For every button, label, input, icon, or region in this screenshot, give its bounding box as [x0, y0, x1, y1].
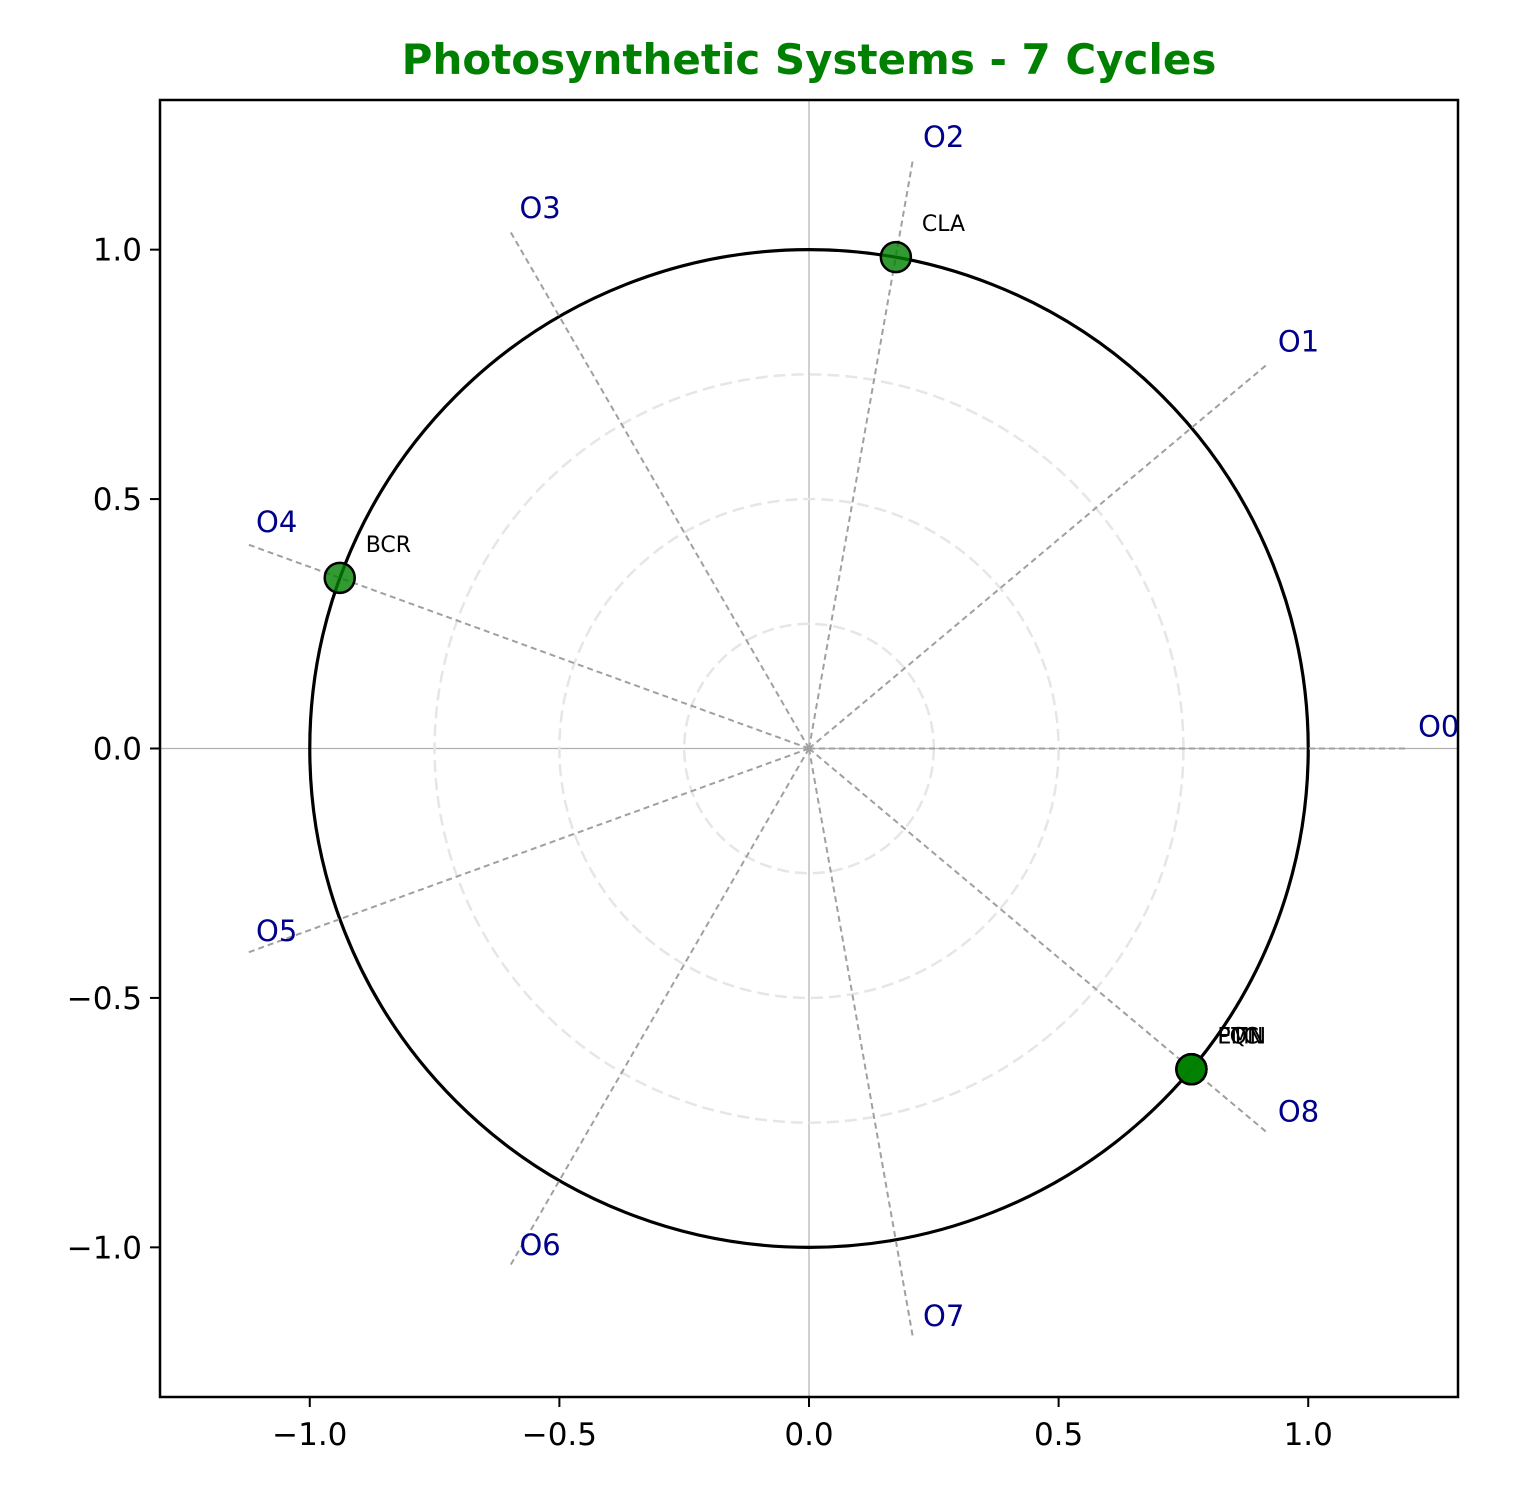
point-label: PMN	[1217, 1024, 1266, 1049]
x-tick-label: 0.5	[1034, 1417, 1083, 1453]
point-label: BCR	[366, 533, 411, 558]
spoke-label: O4	[256, 505, 297, 539]
y-tick-label: 0.5	[93, 482, 142, 518]
point-label: ETC	[1217, 1024, 1258, 1049]
data-point	[323, 561, 356, 595]
spoke-label: O1	[1278, 325, 1319, 359]
y-tick-label: −0.5	[67, 981, 142, 1017]
x-tick-label: 0.0	[784, 1417, 833, 1453]
chart-title: Photosynthetic Systems - 7 Cycles	[402, 35, 1217, 84]
spoke-label: O0	[1418, 710, 1459, 744]
plot-inner	[160, 100, 1458, 1397]
reference-circle	[558, 497, 1060, 1000]
axis-ticks: −1.0 −0.5 0.0 0.5 1.0 −1.0 −0.5 0.0 0.5 1.0	[67, 233, 1333, 1453]
x-tick-label: 1.0	[1284, 1417, 1333, 1453]
y-tick-label: −1.0	[67, 1230, 142, 1266]
y-tick-label: 0.0	[93, 732, 142, 768]
spoke-label: O5	[256, 914, 297, 948]
data-point	[879, 240, 913, 274]
data-point	[1175, 1053, 1208, 1086]
point-label: LQN	[1217, 1024, 1263, 1049]
y-tick-label: 1.0	[93, 233, 142, 269]
spoke-label: O2	[923, 120, 964, 154]
x-tick-label: −0.5	[522, 1417, 597, 1453]
spoke-label: O3	[519, 191, 560, 225]
x-tick-label: −1.0	[272, 1417, 347, 1453]
spoke-label: O6	[519, 1228, 560, 1262]
spoke-label: O7	[923, 1299, 964, 1333]
unit-circle	[308, 248, 1310, 1249]
spoke-label: O8	[1278, 1094, 1319, 1128]
point-label: CLA	[922, 212, 965, 237]
